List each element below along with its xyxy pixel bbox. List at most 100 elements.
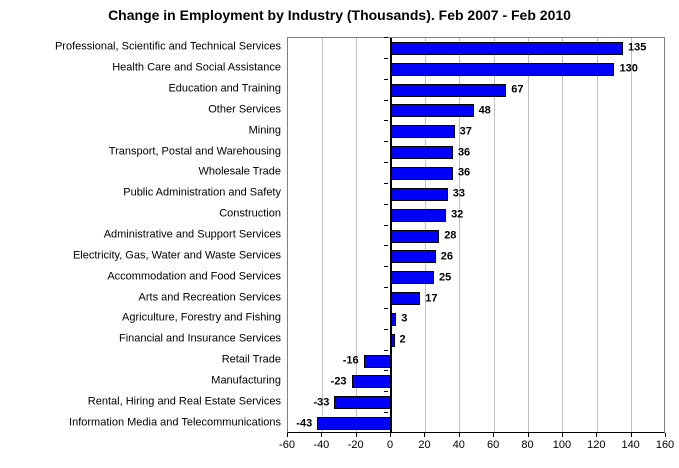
bar-value-label: 3 (401, 312, 408, 325)
value-axis-tick-label: 140 (621, 439, 640, 451)
value-axis-tick (424, 433, 426, 437)
value-axis-tick-label: 40 (452, 439, 465, 451)
bar-value-label: -16 (342, 354, 359, 367)
gridline (596, 38, 598, 432)
gridline (459, 38, 461, 432)
value-axis-tick (561, 433, 563, 437)
category-axis-tick (384, 37, 389, 38)
bar (363, 354, 392, 368)
bar-value-label: 67 (511, 83, 524, 96)
bar (317, 417, 392, 431)
category-label: Rental, Hiring and Real Estate Services (87, 395, 281, 408)
category-axis-tick (384, 203, 389, 205)
bar (391, 312, 397, 326)
category-label: Other Services (208, 103, 281, 116)
bar-value-label: 32 (451, 208, 464, 221)
category-axis-tick (384, 141, 389, 143)
bar (351, 375, 392, 389)
bar-value-label: 25 (439, 271, 452, 284)
category-label: Agriculture, Forestry and Fishing (122, 311, 281, 324)
bar-value-label: -33 (313, 396, 330, 409)
category-label: Health Care and Social Assistance (112, 61, 281, 74)
value-axis-tick-label: 60 (487, 439, 500, 451)
category-axis-tick (384, 99, 389, 101)
bar-value-label: 26 (440, 250, 453, 263)
category-label: Professional, Scientific and Technical S… (54, 40, 281, 53)
category-axis-tick (384, 370, 389, 372)
value-axis-tick (527, 433, 529, 437)
value-axis-tick (458, 433, 460, 437)
bar-value-label: -43 (296, 417, 313, 430)
gridline (562, 38, 564, 432)
category-axis-tick (384, 412, 389, 414)
category-axis-tick (384, 266, 389, 268)
category-axis-tick (384, 349, 389, 351)
bar (391, 83, 507, 97)
category-label: Mining (248, 124, 281, 137)
value-axis-tick (287, 433, 288, 437)
bar (391, 146, 453, 160)
bar (391, 229, 440, 243)
bar (391, 125, 455, 139)
category-axis-tick (384, 182, 389, 184)
bar (391, 333, 395, 347)
value-axis-tick-label: -40 (313, 439, 330, 451)
value-axis-tick-label: 0 (387, 439, 394, 451)
bar-value-label: 130 (619, 62, 638, 75)
value-axis-tick-label: 80 (521, 439, 534, 451)
value-axis-tick (355, 433, 357, 437)
category-label: Retail Trade (221, 353, 281, 366)
category-axis-tick (384, 307, 389, 309)
gridline (356, 38, 358, 432)
bar-value-label: 28 (444, 229, 457, 242)
category-axis-tick (384, 328, 389, 330)
value-axis-tick (493, 433, 495, 437)
bar-value-label: 17 (425, 292, 438, 305)
value-axis-tick (596, 433, 598, 437)
gridline (321, 38, 323, 432)
category-label: Public Administration and Safety (123, 186, 281, 199)
category-label: Information Media and Telecommunications (69, 416, 281, 429)
bar (391, 41, 624, 55)
category-axis-tick (384, 162, 389, 164)
value-axis-tick (665, 433, 666, 437)
value-axis-tick-label: 160 (655, 439, 675, 451)
category-axis-tick (384, 120, 389, 122)
gridline (493, 38, 495, 432)
category-label: Wholesale Trade (198, 165, 281, 178)
value-axis-tick-label: -20 (347, 439, 364, 451)
value-axis-tick (321, 433, 323, 437)
category-axis-tick (384, 287, 389, 289)
category-label: Electricity, Gas, Water and Waste Servic… (72, 249, 281, 262)
gridline (528, 38, 530, 432)
category-label: Transport, Postal and Warehousing (108, 145, 281, 158)
bar (391, 166, 453, 180)
category-axis-tick (384, 57, 389, 59)
value-axis-tick-label: 120 (587, 439, 606, 451)
category-label: Construction (219, 207, 281, 220)
category-axis-tick (384, 432, 389, 433)
bar-value-label: 37 (459, 125, 472, 138)
bar-value-label: 33 (452, 187, 466, 200)
category-label: Financial and Insurance Services (118, 332, 281, 345)
value-axis-tick (390, 433, 392, 437)
category-axis-tick (384, 224, 389, 226)
value-axis-tick-label: 100 (552, 439, 572, 451)
plot-area: 135 130 67 48 37 36 36 33 32 28 26 25 17 3 2 -16 -23 -33-… (287, 37, 665, 433)
bar-value-label: 135 (628, 41, 647, 54)
bar-value-label: 48 (478, 104, 491, 117)
bar-value-label: -23 (330, 375, 347, 388)
bar (334, 396, 392, 410)
gridline (631, 38, 633, 432)
category-label: Arts and Recreation Services (138, 291, 281, 304)
category-axis-tick (384, 78, 389, 80)
bar (391, 271, 435, 285)
category-label: Manufacturing (211, 374, 281, 387)
bar (391, 104, 474, 118)
bar (391, 62, 615, 76)
category-axis-tick (384, 245, 389, 247)
bar (391, 187, 448, 201)
bar (391, 292, 421, 306)
category-label: Accommodation and Food Services (107, 270, 281, 283)
